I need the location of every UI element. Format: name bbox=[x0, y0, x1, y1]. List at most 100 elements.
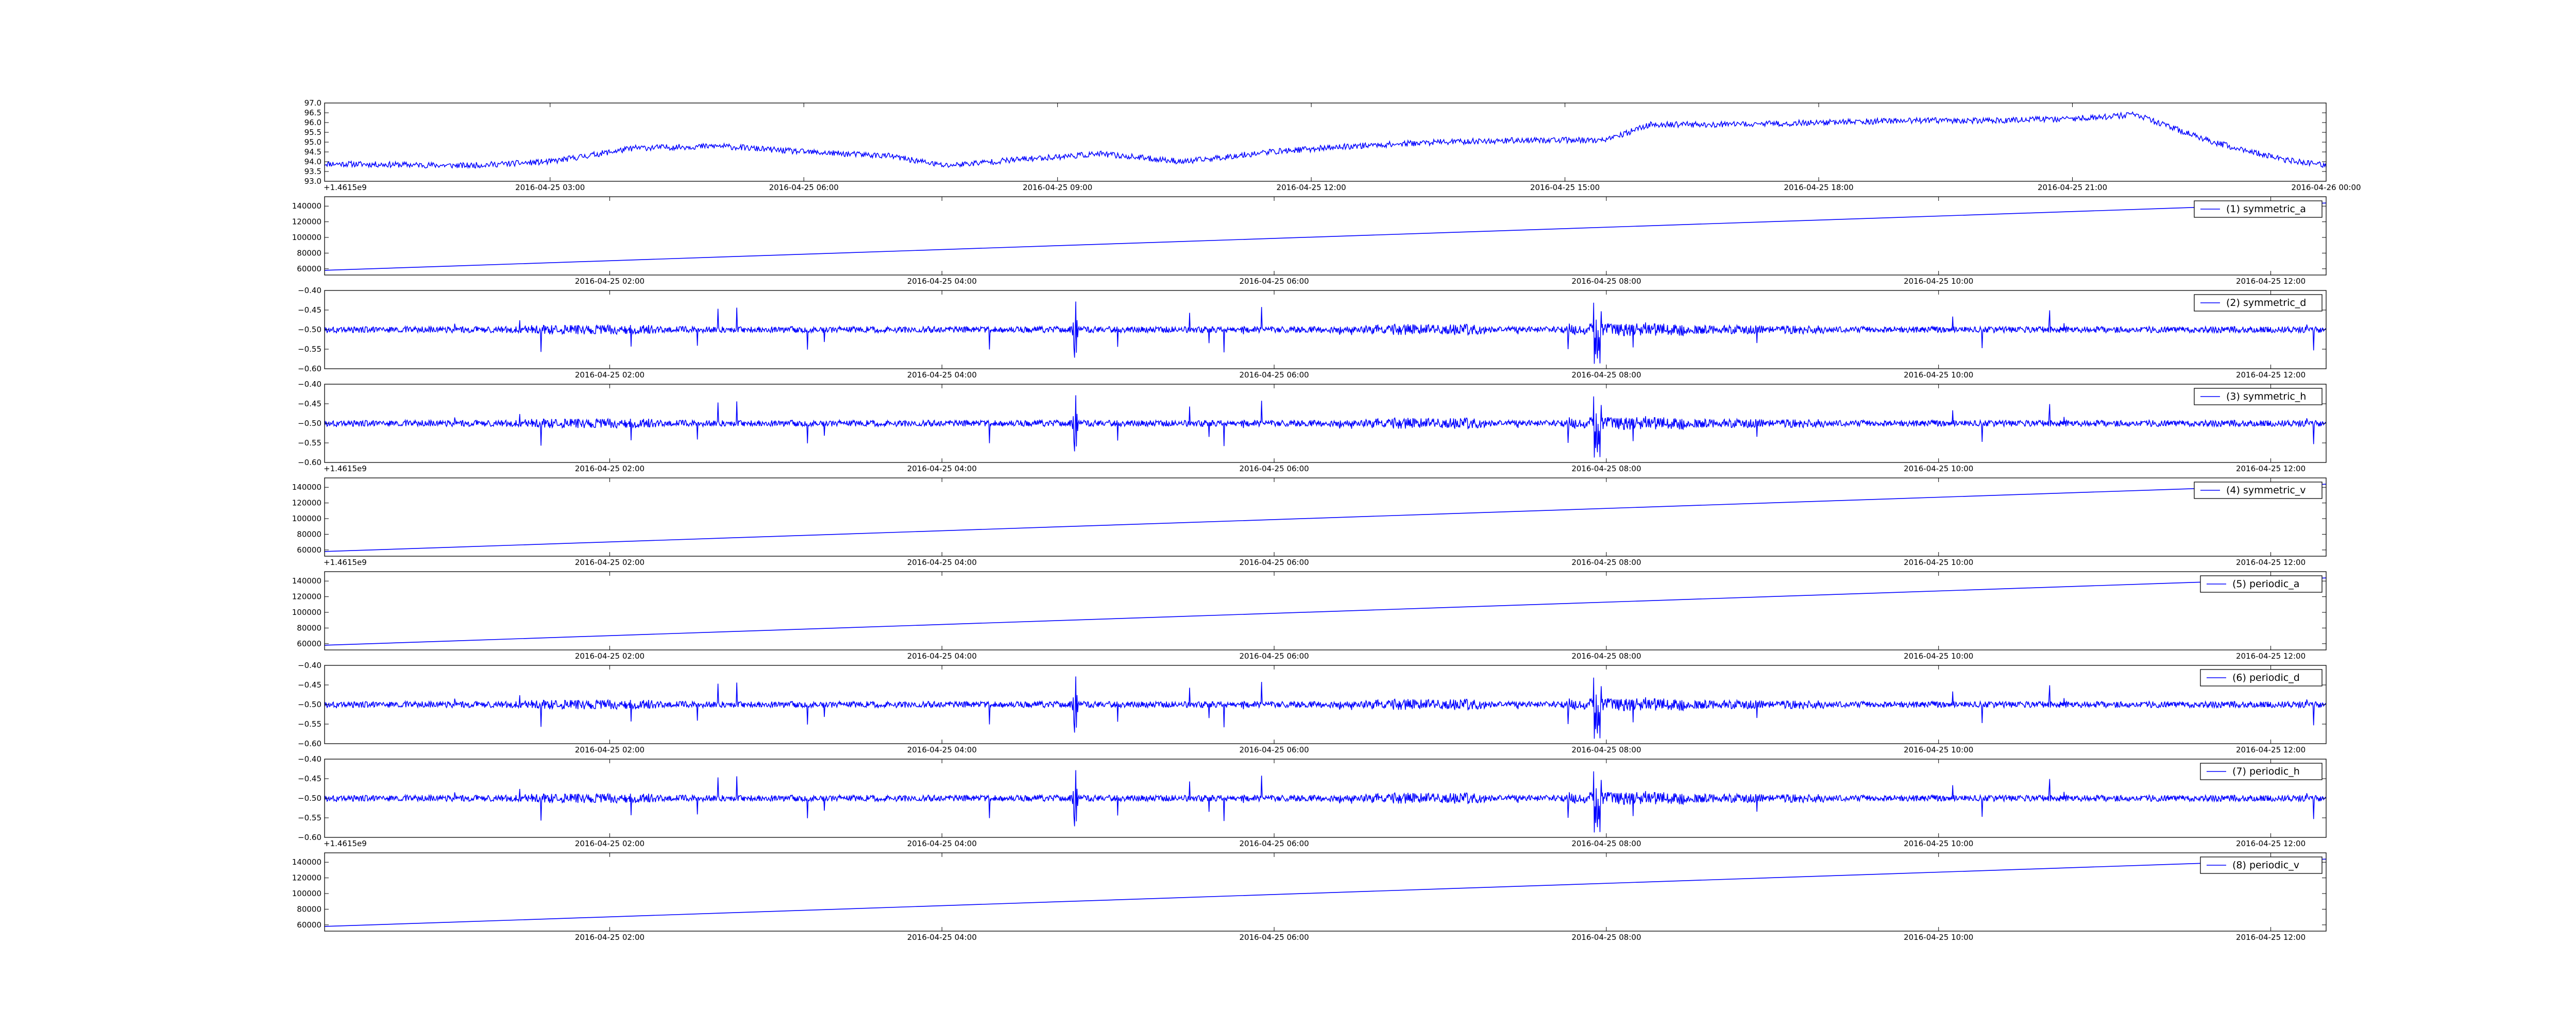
x-tick-label: 2016-04-25 02:00 bbox=[575, 745, 645, 754]
series-line-0 bbox=[325, 484, 2326, 552]
x-offset-label: +1.4615e9 bbox=[324, 558, 367, 567]
y-tick-label: −0.45 bbox=[298, 680, 321, 690]
x-tick-label: 2016-04-25 02:00 bbox=[575, 277, 645, 286]
legend-label: (1) symmetric_a bbox=[2226, 203, 2306, 215]
x-tick-label: 2016-04-25 08:00 bbox=[1571, 277, 1641, 286]
legend-label: (7) periodic_h bbox=[2232, 766, 2300, 777]
panel-7: −0.60 −0.55 −0.50 −0.45 −0.40 2016-04-25 02:0… bbox=[298, 754, 2327, 848]
x-tick-label: 2016-04-25 03:00 bbox=[515, 183, 585, 192]
legend: (6) periodic_d bbox=[2200, 669, 2323, 686]
x-offset-label: +1.4615e9 bbox=[324, 183, 367, 192]
y-tick-label: 80000 bbox=[297, 904, 321, 914]
panel-5: 60000 80000 100000 120000 140000 2016-04-25 0… bbox=[292, 571, 2327, 661]
x-tick-label: 2016-04-25 12:00 bbox=[2236, 839, 2306, 848]
x-tick-label: 2016-04-25 12:00 bbox=[2236, 933, 2306, 942]
legend: (1) symmetric_a bbox=[2194, 200, 2323, 218]
legend: (8) periodic_v bbox=[2200, 856, 2323, 874]
y-tick-label: 140000 bbox=[292, 201, 321, 211]
y-tick-label: −0.50 bbox=[298, 794, 321, 803]
legend-label: (2) symmetric_d bbox=[2226, 297, 2306, 308]
y-tick-label: −0.40 bbox=[298, 286, 321, 295]
x-offset-label: +1.4615e9 bbox=[324, 839, 367, 848]
legend-label: (4) symmetric_v bbox=[2226, 485, 2306, 496]
x-tick-label: 2016-04-25 08:00 bbox=[1571, 651, 1641, 661]
x-tick-label: 2016-04-25 12:00 bbox=[2236, 558, 2306, 567]
x-tick-label: 2016-04-25 15:00 bbox=[1530, 183, 1600, 192]
y-tick-label: 120000 bbox=[292, 499, 321, 508]
y-tick-label: 96.0 bbox=[304, 118, 321, 127]
y-tick-label: −0.50 bbox=[298, 325, 321, 334]
x-tick-label: 2016-04-25 06:00 bbox=[1240, 933, 1309, 942]
y-tick-label: 80000 bbox=[297, 529, 321, 539]
x-tick-label: 2016-04-25 10:00 bbox=[1904, 651, 1973, 661]
x-tick-label: 2016-04-25 04:00 bbox=[907, 464, 977, 473]
y-tick-label: 96.5 bbox=[304, 108, 321, 117]
y-tick-label: 120000 bbox=[292, 873, 321, 883]
y-tick-label: 94.0 bbox=[304, 157, 321, 166]
series-line-0 bbox=[325, 770, 2326, 833]
y-tick-label: 100000 bbox=[292, 233, 321, 242]
x-tick-label: 2016-04-25 12:00 bbox=[2236, 370, 2306, 380]
panel-0: 93.093.594.094.595.095.596.096.597.0 2016… bbox=[304, 98, 2361, 192]
x-tick-label: 2016-04-25 04:00 bbox=[907, 745, 977, 754]
y-tick-label: 140000 bbox=[292, 483, 321, 492]
x-tick-label: 2016-04-25 04:00 bbox=[907, 558, 977, 567]
x-offset-label: +1.4615e9 bbox=[324, 464, 367, 473]
series-line-0 bbox=[325, 301, 2326, 364]
y-tick-label: −0.55 bbox=[298, 813, 321, 822]
x-tick-label: 2016-04-25 02:00 bbox=[575, 370, 645, 380]
legend-label: (5) periodic_a bbox=[2232, 578, 2299, 590]
y-tick-label: 100000 bbox=[292, 889, 321, 898]
axes-frame bbox=[324, 477, 2327, 557]
x-tick-label: 2016-04-25 02:00 bbox=[575, 558, 645, 567]
x-tick-label: 2016-04-25 06:00 bbox=[1240, 558, 1309, 567]
axes-frame bbox=[324, 102, 2327, 182]
y-tick-label: −0.55 bbox=[298, 719, 321, 729]
x-tick-label: 2016-04-25 02:00 bbox=[575, 933, 645, 942]
y-tick-label: 120000 bbox=[292, 592, 321, 602]
x-tick-label: 2016-04-25 08:00 bbox=[1571, 745, 1641, 754]
x-tick-label: 2016-04-25 12:00 bbox=[2236, 464, 2306, 473]
y-tick-label: 94.5 bbox=[304, 147, 321, 157]
x-tick-label: 2016-04-25 12:00 bbox=[2236, 651, 2306, 661]
y-tick-label: 120000 bbox=[292, 217, 321, 227]
y-tick-label: 97.0 bbox=[304, 98, 321, 108]
y-tick-label: 60000 bbox=[297, 545, 321, 555]
series-line-0 bbox=[325, 676, 2326, 739]
y-tick-label: 93.5 bbox=[304, 167, 321, 176]
y-tick-label: −0.50 bbox=[298, 419, 321, 428]
y-tick-label: −0.60 bbox=[298, 364, 321, 373]
x-tick-label: 2016-04-25 10:00 bbox=[1904, 839, 1973, 848]
y-tick-label: −0.55 bbox=[298, 345, 321, 354]
x-tick-label: 2016-04-25 10:00 bbox=[1904, 558, 1973, 567]
panel-4: 60000 80000 100000 120000 140000 2016-04-25 0… bbox=[292, 477, 2327, 567]
y-tick-label: 95.0 bbox=[304, 138, 321, 147]
x-tick-label: 2016-04-25 02:00 bbox=[575, 839, 645, 848]
x-tick-label: 2016-04-25 08:00 bbox=[1571, 558, 1641, 567]
series-line-0 bbox=[325, 395, 2326, 458]
x-tick-label: 2016-04-25 06:00 bbox=[1240, 370, 1309, 380]
y-tick-label: 100000 bbox=[292, 608, 321, 617]
x-tick-label: 2016-04-25 09:00 bbox=[1023, 183, 1092, 192]
axes-frame bbox=[324, 571, 2327, 650]
legend-label: (3) symmetric_h bbox=[2226, 391, 2306, 402]
x-tick-label: 2016-04-25 04:00 bbox=[907, 839, 977, 848]
legend: (4) symmetric_v bbox=[2194, 482, 2323, 499]
x-tick-label: 2016-04-25 04:00 bbox=[907, 933, 977, 942]
x-tick-label: 2016-04-25 08:00 bbox=[1571, 933, 1641, 942]
series-line-0 bbox=[325, 111, 2326, 169]
x-tick-label: 2016-04-25 06:00 bbox=[1240, 464, 1309, 473]
x-tick-label: 2016-04-25 02:00 bbox=[575, 464, 645, 473]
x-tick-label: 2016-04-25 21:00 bbox=[2038, 183, 2107, 192]
x-tick-label: 2016-04-25 08:00 bbox=[1571, 839, 1641, 848]
y-tick-label: −0.55 bbox=[298, 438, 321, 448]
series-line-0 bbox=[325, 577, 2326, 646]
y-tick-label: 60000 bbox=[297, 920, 321, 930]
x-tick-label: 2016-04-25 06:00 bbox=[1240, 839, 1309, 848]
x-tick-label: 2016-04-25 04:00 bbox=[907, 651, 977, 661]
legend: (5) periodic_a bbox=[2200, 575, 2323, 593]
y-tick-label: 80000 bbox=[297, 248, 321, 258]
y-tick-label: −0.60 bbox=[298, 739, 321, 748]
panel-2: −0.60 −0.55 −0.50 −0.45 −0.40 2016-04-25 02:0… bbox=[298, 286, 2327, 380]
